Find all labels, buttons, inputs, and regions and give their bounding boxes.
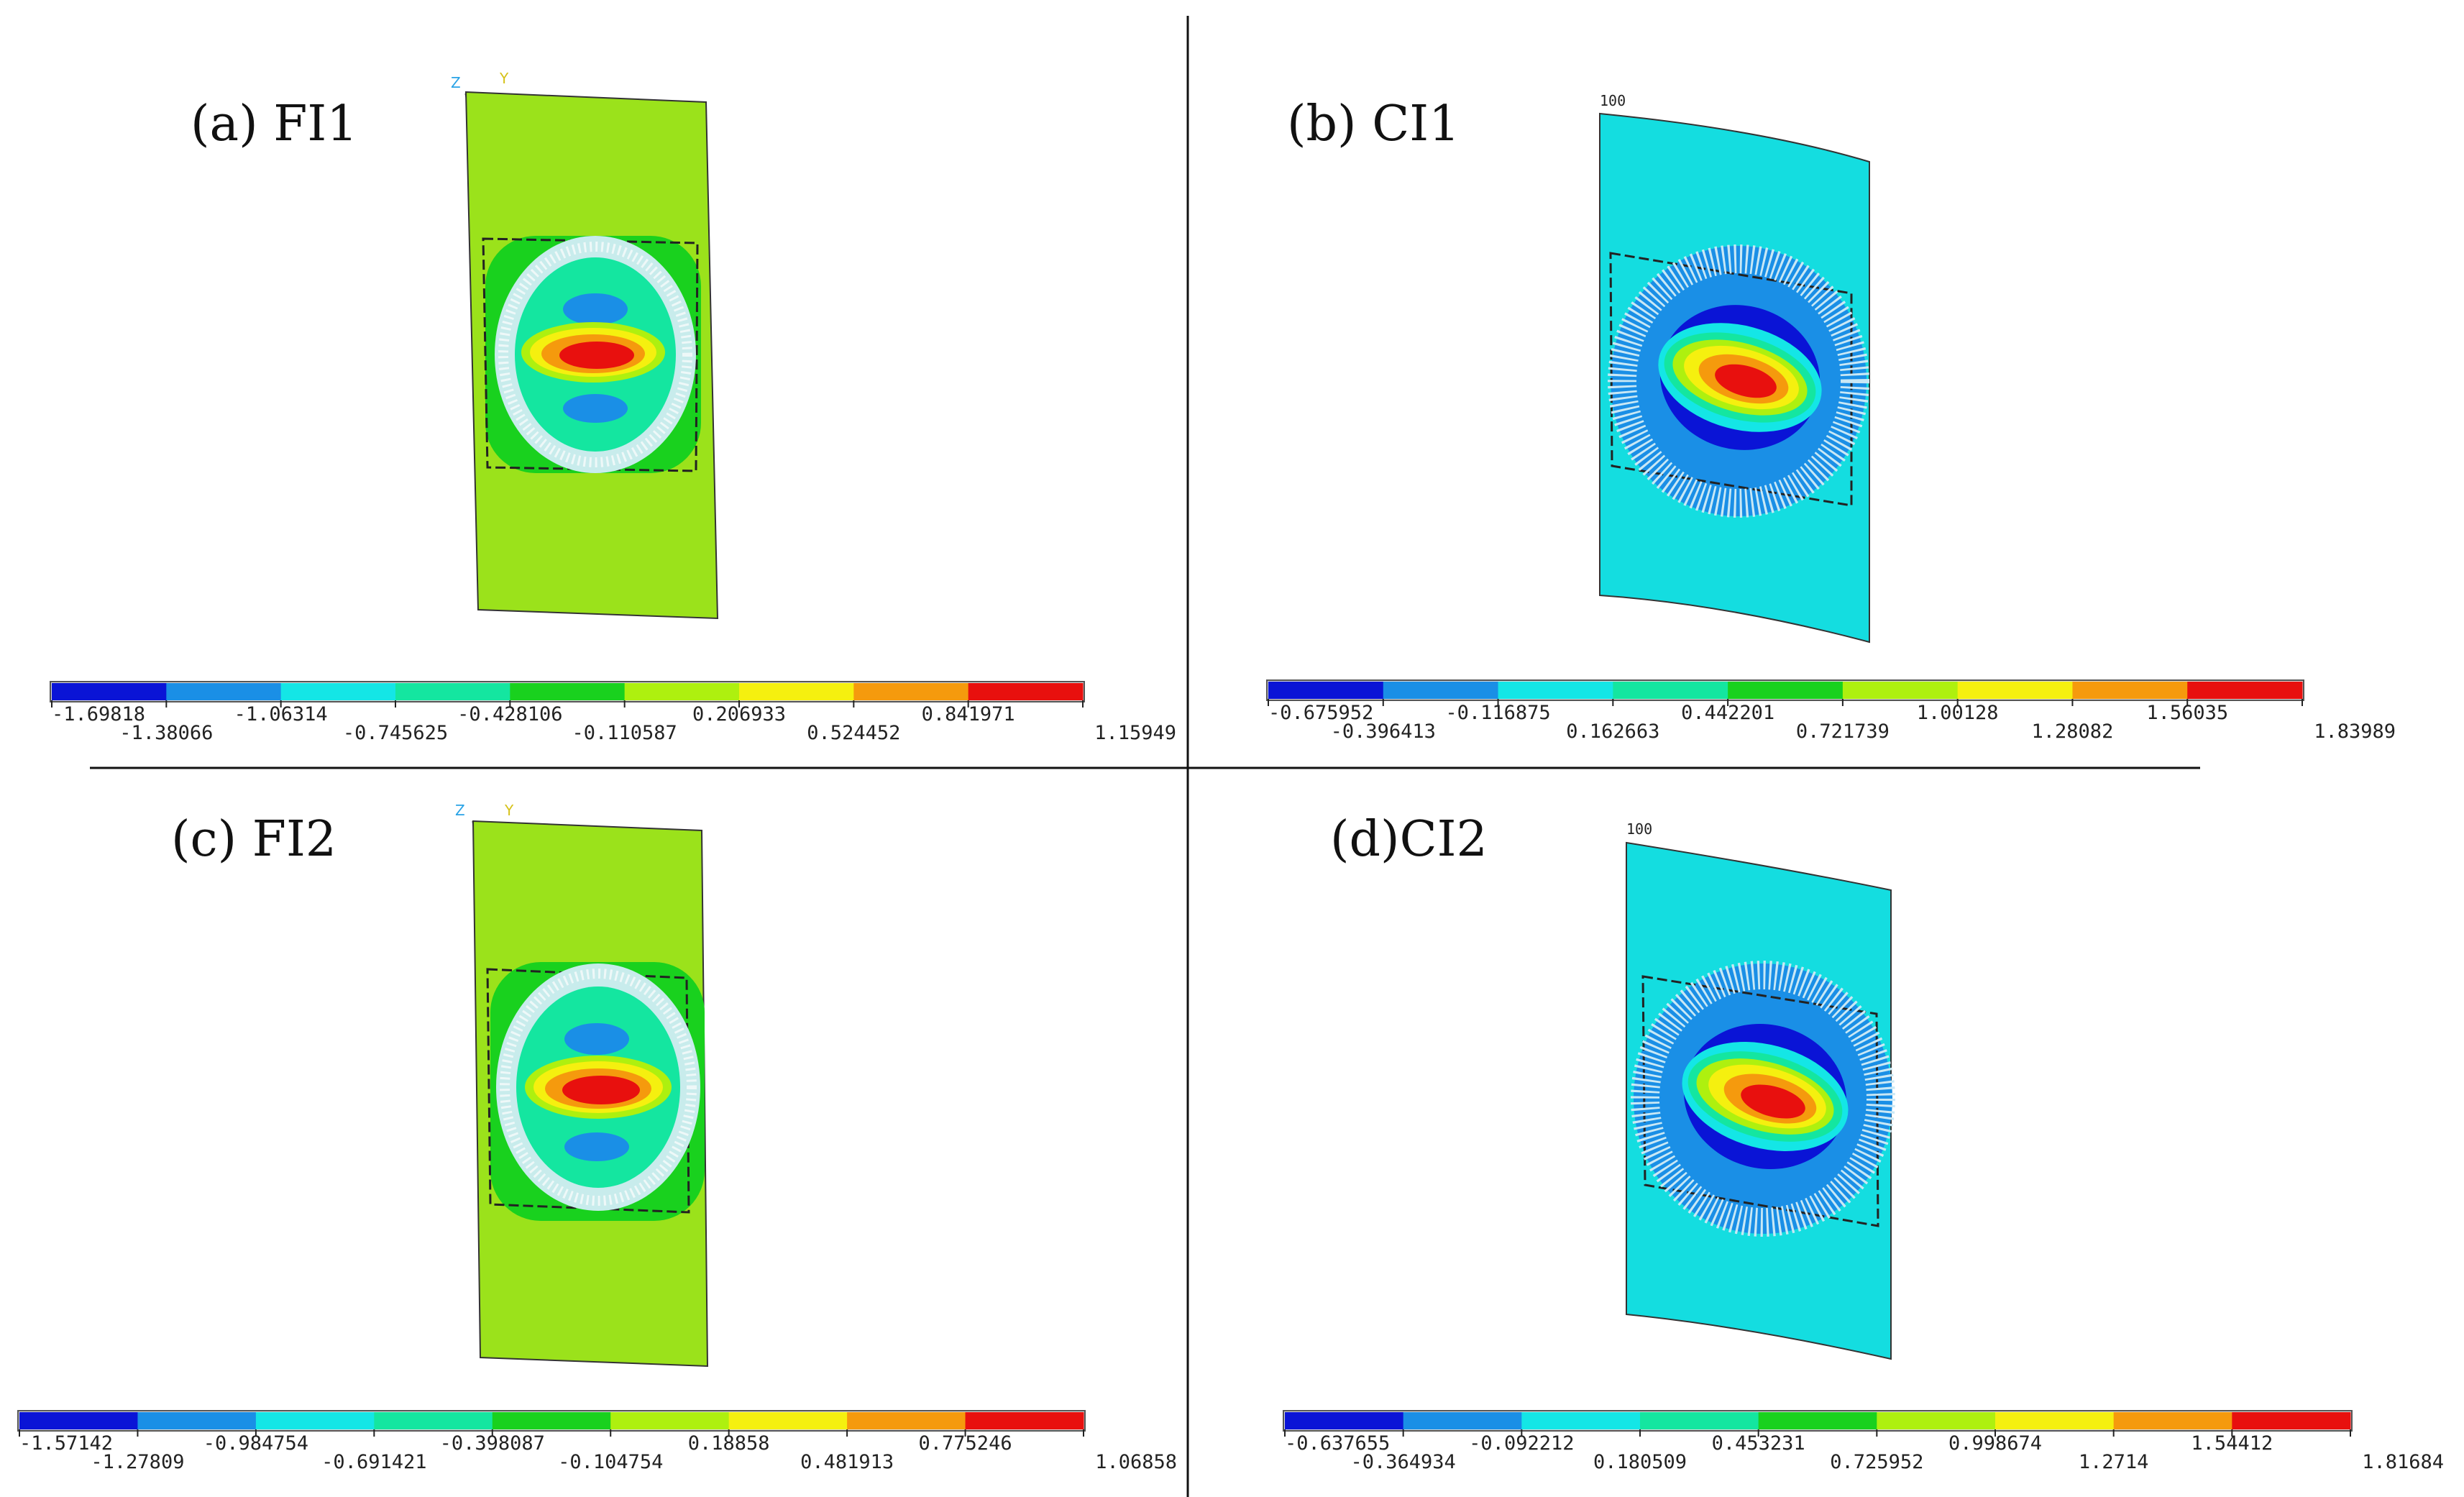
panel-d: (d)CI2 100 -0.637655-0.364934-0.0922120.…: [1283, 811, 2444, 1473]
panel-d-title: (d)CI2: [1330, 811, 1488, 868]
panel-a-legend-tick-label: -0.745625: [343, 722, 448, 744]
panel-c: (c) FI2 Z Y X -1.57142-1.27809-0.984754-…: [17, 802, 1177, 1473]
panel-a-legend-band: [968, 683, 1084, 700]
panel-a-mesh-spokes: [498, 242, 692, 467]
panel-b-mesh-ring: [1608, 244, 1869, 518]
panel-d-legend-ticks: -0.637655-0.364934-0.0922120.1805090.453…: [1284, 1429, 2444, 1473]
panel-c-legend-band: [137, 1412, 257, 1429]
panel-b-node-label: 100: [1600, 92, 1626, 109]
panel-a-legend-bands: [52, 683, 1084, 700]
panel-d-legend-band: [1640, 1412, 1759, 1429]
panel-b-legend-ticks: -0.675952-0.396413-0.1168750.1626630.442…: [1268, 699, 2396, 743]
panel-c-legend-ticks: -1.57142-1.27809-0.984754-0.691421-0.398…: [19, 1429, 1177, 1473]
panel-a-legend-band: [510, 683, 626, 700]
panel-b-patch-outline: [1609, 252, 1853, 507]
panel-a-legend-band: [739, 683, 854, 700]
panel-d-contour-max: [1741, 1084, 1805, 1119]
panel-c-mesh-spokes: [500, 969, 697, 1206]
panel-d-legend-tick-label: 0.180509: [1593, 1451, 1687, 1473]
panel-a-triad-z: Z: [451, 74, 461, 91]
panel-b-legend-tick-label: -0.675952: [1268, 702, 1373, 724]
panel-d-legend-band: [1403, 1412, 1522, 1429]
panel-c-legend-band: [728, 1412, 848, 1429]
panel-b-legend-tick-label: 1.83989: [2314, 720, 2396, 743]
panel-b-legend-tick-label: 0.721739: [1796, 720, 1890, 743]
panel-a-legend-band: [395, 683, 510, 700]
panel-c-legend-tick-label: -1.27809: [91, 1451, 184, 1473]
panel-a-legend-ticks: -1.69818-1.38066-1.06314-0.745625-0.4281…: [51, 700, 1176, 744]
panel-d-legend-band: [2232, 1412, 2351, 1429]
panel-d-legend-bands: [1285, 1412, 2351, 1429]
panel-a-legend-tick-label: -1.38066: [119, 722, 213, 744]
panel-b-legend-band: [1498, 682, 1613, 699]
panel-a-contour-max: [559, 342, 634, 369]
panel-c-legend-band: [19, 1412, 138, 1429]
panel-b-legend-band: [1728, 682, 1844, 699]
panel-c-triad-z: Z: [455, 802, 465, 819]
panel-b-legend-band: [1842, 682, 1959, 699]
panel-a-title: (a) FI1: [191, 96, 358, 152]
panel-a-legend-band: [853, 683, 969, 700]
panel-c-legend-band: [255, 1412, 375, 1429]
panel-c-title: (c) FI2: [171, 811, 336, 868]
panel-a-contour-min-top: [563, 293, 628, 325]
panel-b-legend-band: [2187, 682, 2303, 699]
panel-c-legend-band: [492, 1412, 611, 1429]
panel-c-triad-y: Y: [504, 802, 514, 819]
panel-b-legend-tick-label: -0.396413: [1331, 720, 1436, 743]
panel-a-legend-band: [280, 683, 396, 700]
panel-a-legend-tick-label: -1.69818: [52, 703, 145, 725]
panel-d-legend-tick-label: -0.637655: [1285, 1432, 1390, 1455]
panel-c-legend-bands: [19, 1412, 1084, 1429]
panel-c-legend-tick-label: -1.57142: [19, 1432, 113, 1455]
panel-b-legend-band: [1268, 682, 1384, 699]
panel-d-legend-tick-label: 1.2714: [2079, 1451, 2149, 1473]
panel-a: (a) FI1 Z Y X -1.69818-1.38066-1.06314-0…: [50, 70, 1176, 744]
panel-d-legend-band: [1877, 1412, 1996, 1429]
panel-b-legend-tick-label: 0.162663: [1566, 720, 1659, 743]
panel-c-legend-tick-label: 1.06858: [1095, 1451, 1177, 1473]
panel-c-legend-tick-label: -0.104754: [558, 1451, 663, 1473]
panel-c-legend-tick-label: -0.691421: [321, 1451, 426, 1473]
panel-b-legend-tick-label: 1.28082: [2032, 720, 2114, 743]
panel-b-contour-max: [1715, 364, 1777, 398]
panel-a-legend-tick-label: 0.524452: [807, 722, 900, 744]
panel-a-patch-outline: [482, 237, 699, 472]
panel-b-legend-band: [1957, 682, 2073, 699]
panel-b: (b) CI1 100 -0.675952-0.396413-0.1168750…: [1266, 92, 2396, 743]
panel-d-node-label: 100: [1626, 820, 1652, 838]
panel-a-legend-band: [166, 683, 282, 700]
panel-b-legend-band: [1383, 682, 1499, 699]
panel-b-legend-band: [2072, 682, 2188, 699]
panel-d-legend-tick-label: 0.725952: [1830, 1451, 1923, 1473]
panel-c-legend-band: [847, 1412, 966, 1429]
panel-c-legend-band: [374, 1412, 493, 1429]
panel-a-triad-y: Y: [499, 70, 509, 87]
panel-d-legend-band: [1285, 1412, 1404, 1429]
panel-a-legend-band: [52, 683, 167, 700]
panel-d-legend-tick-label: -0.364934: [1351, 1451, 1456, 1473]
panel-d-legend-band: [1758, 1412, 1877, 1429]
panel-c-legend-band: [610, 1412, 730, 1429]
panel-d-legend-band: [2113, 1412, 2232, 1429]
panel-b-legend-band: [1613, 682, 1728, 699]
panel-a-contour-min-bottom: [563, 394, 628, 423]
panel-c-contour-min-bottom: [564, 1132, 629, 1161]
panel-d-legend-band: [1521, 1412, 1641, 1429]
panel-c-contour-min-top: [564, 1023, 629, 1055]
panel-a-legend-tick-label: 1.15949: [1094, 722, 1176, 744]
panel-d-legend-band: [1995, 1412, 2115, 1429]
panel-c-contour-max: [562, 1076, 640, 1104]
panel-b-legend-bands: [1268, 682, 2303, 699]
panel-d-mesh-ring: [1631, 961, 1895, 1237]
panel-b-title: (b) CI1: [1287, 96, 1460, 152]
panel-a-legend-band: [624, 683, 740, 700]
panel-c-legend-tick-label: 0.481913: [800, 1451, 894, 1473]
panel-c-legend-band: [965, 1412, 1084, 1429]
panel-d-legend-tick-label: 1.81684: [2362, 1451, 2444, 1473]
panel-a-legend-tick-label: -0.110587: [572, 722, 677, 744]
